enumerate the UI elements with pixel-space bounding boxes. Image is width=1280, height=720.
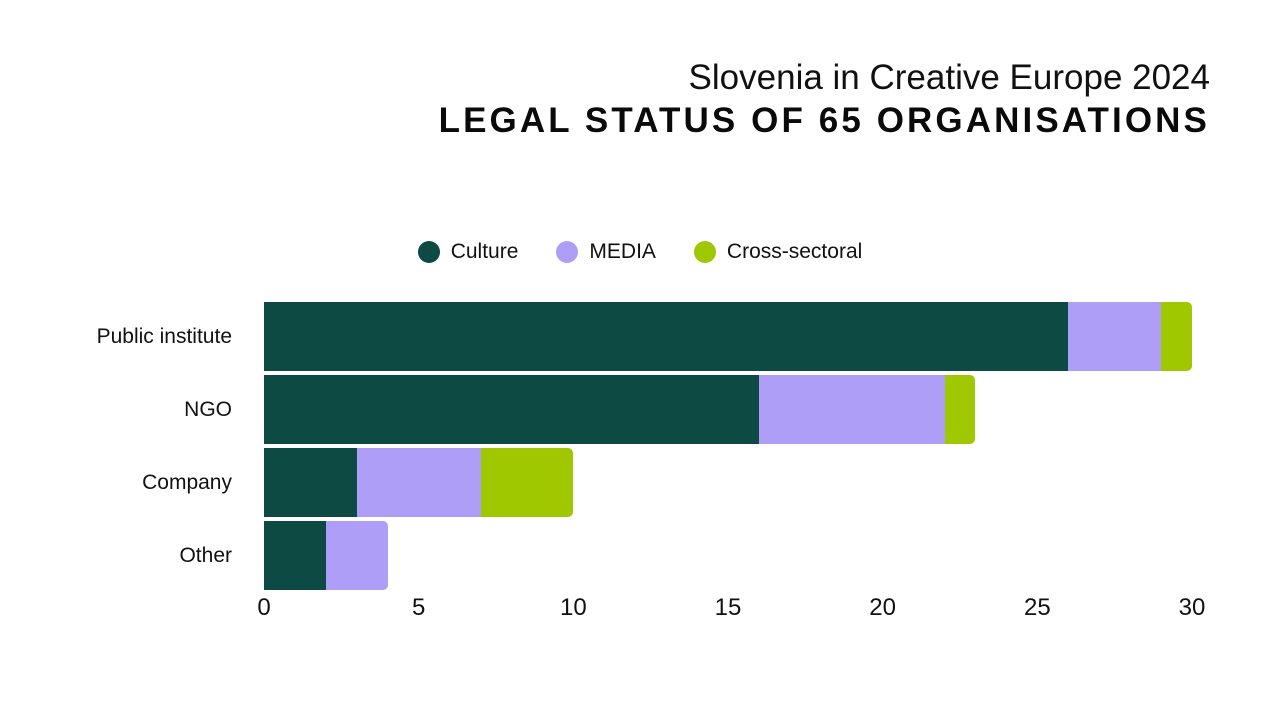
x-axis-tick: 10 bbox=[559, 594, 587, 621]
legend-label-cross-sectoral: Cross-sectoral bbox=[726, 240, 863, 263]
bar-row-company bbox=[264, 448, 1192, 517]
legend-label-culture: Culture bbox=[450, 240, 519, 263]
chart-legend: Culture MEDIA Cross-sectoral bbox=[0, 240, 1280, 264]
bar-segment-media[interactable] bbox=[758, 375, 945, 444]
bar-row-public-institute bbox=[264, 302, 1192, 371]
stacked-bar[interactable] bbox=[264, 521, 388, 590]
bar-segment-cross-sectoral[interactable] bbox=[1161, 302, 1192, 371]
legend-item-culture[interactable]: Culture bbox=[417, 240, 519, 264]
y-axis-label-company: Company bbox=[142, 471, 232, 494]
x-axis-tick: 15 bbox=[714, 594, 742, 621]
legend-circle-icon-media bbox=[556, 241, 579, 263]
bar-segment-media[interactable] bbox=[356, 448, 481, 517]
chart-title: LEGAL STATUS OF 65 ORGANISATIONS bbox=[438, 101, 1210, 141]
bar-segment-culture[interactable] bbox=[264, 302, 1069, 371]
legend-item-media[interactable]: MEDIA bbox=[556, 240, 656, 264]
bar-segment-media[interactable] bbox=[1068, 302, 1162, 371]
stacked-bar[interactable] bbox=[264, 302, 1192, 371]
bar-segment-culture[interactable] bbox=[264, 448, 357, 517]
legend-circle-icon-cross-sectoral bbox=[693, 241, 716, 263]
bar-segment-media[interactable] bbox=[325, 521, 388, 590]
legend-circle-icon-culture bbox=[417, 241, 440, 263]
y-axis-label-public-institute: Public institute bbox=[96, 325, 232, 348]
bar-segment-culture[interactable] bbox=[264, 521, 326, 590]
x-axis-tick: 30 bbox=[1178, 594, 1206, 621]
x-axis-tick: 25 bbox=[1023, 594, 1051, 621]
bar-segment-culture[interactable] bbox=[264, 375, 759, 444]
bar-row-ngo bbox=[264, 375, 1192, 444]
bar-row-other bbox=[264, 521, 1192, 590]
stacked-bar[interactable] bbox=[264, 448, 574, 517]
x-axis-tick: 20 bbox=[869, 594, 897, 621]
x-axis-tick: 5 bbox=[411, 594, 426, 621]
y-axis-labels: Public institute NGO Company Other bbox=[0, 300, 248, 590]
x-axis: 0 5 10 15 20 25 30 bbox=[257, 594, 1205, 628]
bar-segment-cross-sectoral[interactable] bbox=[944, 375, 976, 444]
legend-label-media: MEDIA bbox=[589, 240, 656, 263]
chart-title-block: Slovenia in Creative Europe 2024 LEGAL S… bbox=[120, 58, 1210, 140]
x-axis-tick: 0 bbox=[257, 594, 271, 621]
y-axis-label-ngo: NGO bbox=[184, 398, 232, 421]
bar-segment-cross-sectoral[interactable] bbox=[480, 448, 574, 517]
y-axis-label-other: Other bbox=[179, 544, 232, 567]
stacked-bar[interactable] bbox=[264, 375, 976, 444]
legend-item-cross-sectoral[interactable]: Cross-sectoral bbox=[693, 240, 863, 264]
chart-subtitle: Slovenia in Creative Europe 2024 bbox=[688, 58, 1210, 97]
plot-area bbox=[264, 300, 1192, 590]
